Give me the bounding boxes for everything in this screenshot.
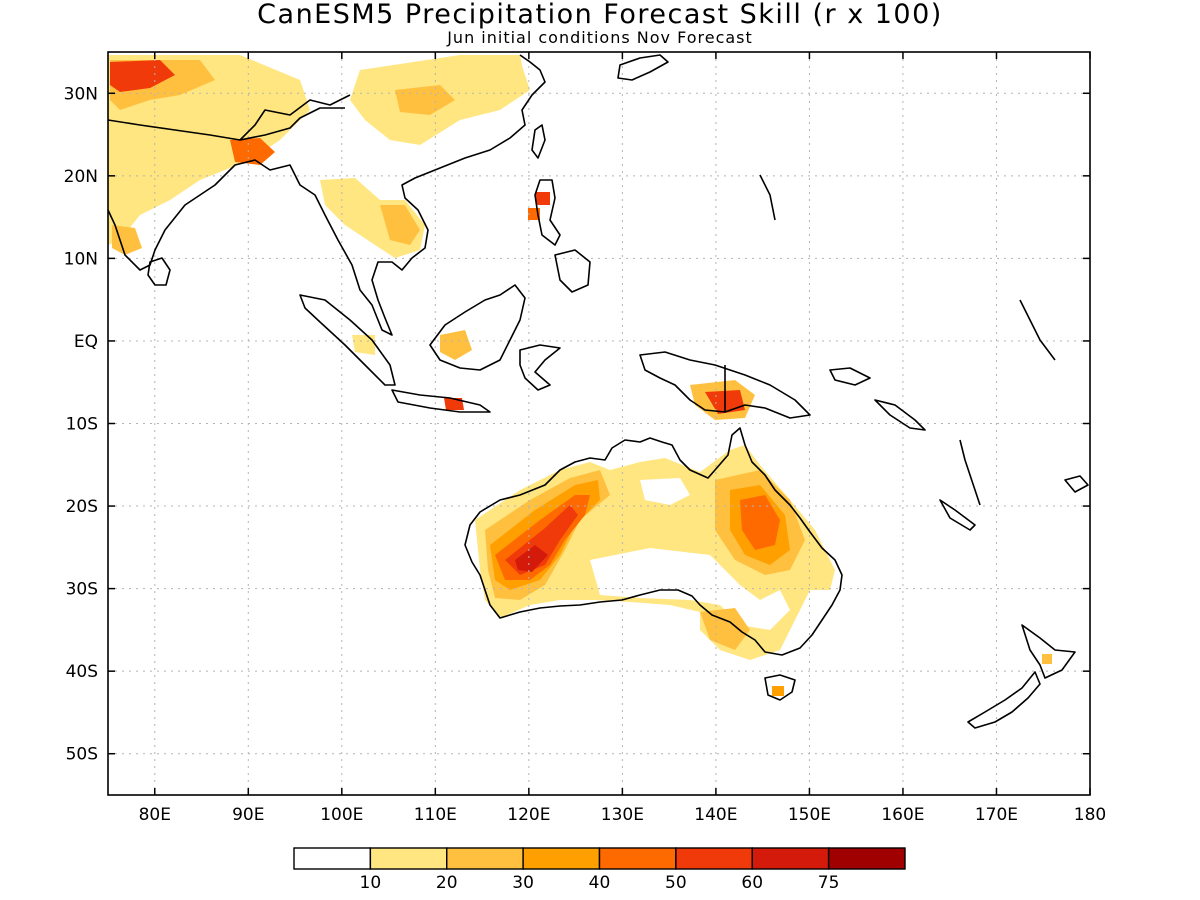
colorbar-swatch: [598, 847, 677, 870]
coast-luzon: [534, 179, 561, 246]
coast-solomons: [874, 399, 926, 431]
lat-tick-label: 30S: [66, 580, 98, 600]
coast-sri-lanka: [147, 257, 171, 286]
coast-java: [391, 389, 491, 413]
lat-tick-label: 20S: [66, 497, 98, 517]
chart-title: CanESM5 Precipitation Forecast Skill (r …: [257, 0, 943, 30]
coast-mindanao: [554, 249, 591, 293]
colorbar-swatch: [369, 847, 448, 870]
coast-japan: [617, 54, 669, 81]
skill-region-indochina-inner: [380, 205, 420, 245]
skill-region-sumatra: [352, 335, 375, 355]
lat-tick-label: 50S: [66, 745, 98, 765]
colorbar-swatch: [675, 847, 753, 870]
latitude-axis: 30N 20N 10N EQ 10S 20S 30S 40S 50S: [64, 84, 1090, 765]
coast-sulawesi: [519, 344, 561, 391]
lon-tick-label: 130E: [601, 805, 644, 825]
longitude-axis: 80E 90E 100E 110E 120E 130E 140E 150E 160E 170E 18…: [139, 52, 1106, 825]
colorbar-label: 50: [665, 873, 687, 893]
skill-region-china-east: [460, 55, 525, 90]
coast-fiji: [1064, 475, 1089, 493]
lon-tick-label: 160E: [881, 805, 924, 825]
skill-region-java: [444, 398, 464, 410]
coast-tasmania: [764, 674, 796, 701]
colorbar-label: 60: [741, 873, 763, 893]
coast-new-guinea: [639, 351, 811, 419]
coast-sumatra: [299, 294, 396, 386]
skill-region-philippines: [536, 192, 550, 205]
coast-micronesia: [759, 174, 776, 221]
colorbar-label: 40: [589, 873, 611, 893]
lat-tick-label: 40S: [66, 662, 98, 682]
coast-myanmar-border: [239, 94, 351, 141]
lat-tick-label: 20N: [64, 167, 98, 187]
colorbar-swatch: [827, 847, 906, 870]
colorbar-label: 75: [818, 873, 840, 893]
lon-tick-label: 170E: [975, 805, 1018, 825]
lon-tick-label: 140E: [694, 805, 737, 825]
lat-tick-label: 10N: [64, 249, 98, 269]
skill-region-east-australia-50: [740, 495, 780, 550]
skill-region-india: [108, 55, 310, 245]
skill-region-nz: [1042, 654, 1052, 664]
lon-tick-label: 150E: [788, 805, 831, 825]
colorbar-swatch: [293, 847, 372, 870]
coast-borneo: [429, 284, 526, 371]
skill-region-borneo: [440, 330, 472, 360]
skill-region-australia-hole: [640, 478, 690, 505]
colorbar: 10 20 30 40 50 60 75: [293, 847, 906, 893]
colorbar-label: 10: [360, 873, 382, 893]
coast-new-caledonia: [939, 499, 976, 531]
chart-subtitle: Jun initial conditions Nov Forecast: [447, 28, 753, 47]
colorbar-label: 20: [436, 873, 458, 893]
coast-nz-north: [1021, 624, 1076, 679]
skill-region-sw-india: [112, 225, 142, 255]
skill-region-china-inner: [395, 85, 455, 115]
colorbar-swatch: [751, 847, 830, 870]
skill-region-se-australia: [700, 608, 750, 650]
coastlines: [108, 54, 1089, 729]
coast-nz-south: [967, 671, 1041, 729]
lon-tick-label: 80E: [139, 805, 171, 825]
colorbar-label: 30: [512, 873, 534, 893]
skill-region-tasmania: [772, 686, 784, 696]
lon-tick-label: 120E: [507, 805, 550, 825]
lon-tick-label: 100E: [320, 805, 363, 825]
colorbar-swatch: [522, 847, 601, 870]
coast-taiwan: [531, 124, 546, 159]
lat-tick-label: EQ: [74, 332, 98, 352]
lon-tick-label: 180: [1074, 805, 1106, 825]
coast-vanuatu: [959, 439, 981, 506]
coast-marshall: [1019, 299, 1056, 361]
lon-tick-label: 110E: [414, 805, 457, 825]
skill-shading: [108, 55, 1052, 696]
colorbar-swatch: [446, 847, 524, 870]
coast-north-india: [108, 107, 345, 141]
skill-region-australia-75: [515, 545, 548, 572]
coast-australia: [464, 427, 843, 656]
lat-tick-label: 30N: [64, 84, 98, 104]
skill-region-bengal: [230, 138, 275, 165]
lon-tick-label: 90E: [232, 805, 264, 825]
skill-region-india-core: [110, 60, 175, 92]
coast-asia-mainland: [108, 54, 546, 336]
coast-new-britain: [829, 367, 871, 386]
lat-tick-label: 10S: [66, 415, 98, 435]
